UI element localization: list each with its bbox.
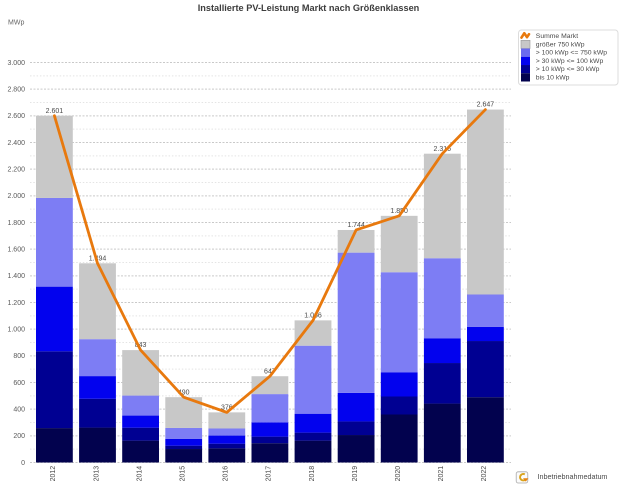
svg-text:2.800: 2.800 <box>7 87 25 94</box>
svg-text:Summe Markt: Summe Markt <box>536 33 578 40</box>
svg-text:1.400: 1.400 <box>7 273 25 280</box>
svg-text:> 100 kWp <= 750 kWp: > 100 kWp <= 750 kWp <box>536 50 607 57</box>
svg-text:2021: 2021 <box>438 466 445 482</box>
svg-text:bis 10 kWp: bis 10 kWp <box>536 74 570 81</box>
svg-text:2012: 2012 <box>50 466 57 482</box>
svg-text:2020: 2020 <box>395 466 402 482</box>
svg-text:2.647: 2.647 <box>477 102 495 109</box>
svg-text:2022: 2022 <box>481 466 488 482</box>
svg-text:2.600: 2.600 <box>7 113 25 120</box>
svg-text:800: 800 <box>13 353 25 360</box>
svg-text:2016: 2016 <box>223 466 230 482</box>
svg-text:2.316: 2.316 <box>434 146 452 153</box>
svg-text:490: 490 <box>178 389 190 396</box>
svg-text:> 30 kWp <= 100 kWp: > 30 kWp <= 100 kWp <box>536 58 604 65</box>
svg-text:2013: 2013 <box>93 466 100 482</box>
svg-text:2019: 2019 <box>352 466 359 482</box>
svg-text:1.200: 1.200 <box>7 300 25 307</box>
svg-text:647: 647 <box>264 368 276 375</box>
svg-text:2.601: 2.601 <box>46 108 64 115</box>
svg-text:2018: 2018 <box>309 466 316 482</box>
svg-text:Inbetriebnahmedatum: Inbetriebnahmedatum <box>538 472 608 481</box>
svg-text:3.000: 3.000 <box>7 60 25 67</box>
svg-text:2.000: 2.000 <box>7 193 25 200</box>
svg-text:> 10 kWp <= 30 kWp: > 10 kWp <= 30 kWp <box>536 66 600 73</box>
svg-text:MWp: MWp <box>8 20 24 27</box>
svg-text:1.800: 1.800 <box>7 220 25 227</box>
svg-text:2017: 2017 <box>266 466 273 482</box>
svg-text:200: 200 <box>13 433 25 440</box>
svg-text:376: 376 <box>221 404 233 411</box>
svg-text:843: 843 <box>135 342 147 349</box>
svg-text:1.744: 1.744 <box>347 222 365 229</box>
svg-text:2014: 2014 <box>136 466 143 482</box>
svg-text:1.850: 1.850 <box>390 208 408 215</box>
svg-text:2.200: 2.200 <box>7 167 25 174</box>
svg-text:600: 600 <box>13 380 25 387</box>
svg-text:1.600: 1.600 <box>7 247 25 254</box>
svg-text:400: 400 <box>13 407 25 414</box>
svg-text:2.400: 2.400 <box>7 140 25 147</box>
svg-text:größer 750 kWp: größer 750 kWp <box>536 41 585 48</box>
svg-text:1.000: 1.000 <box>7 327 25 334</box>
svg-text:0: 0 <box>21 460 25 467</box>
svg-text:1.066: 1.066 <box>304 312 322 319</box>
svg-text:2015: 2015 <box>180 466 187 482</box>
svg-text:Installierte PV-Leistung Markt: Installierte PV-Leistung Markt nach Größ… <box>198 3 420 13</box>
